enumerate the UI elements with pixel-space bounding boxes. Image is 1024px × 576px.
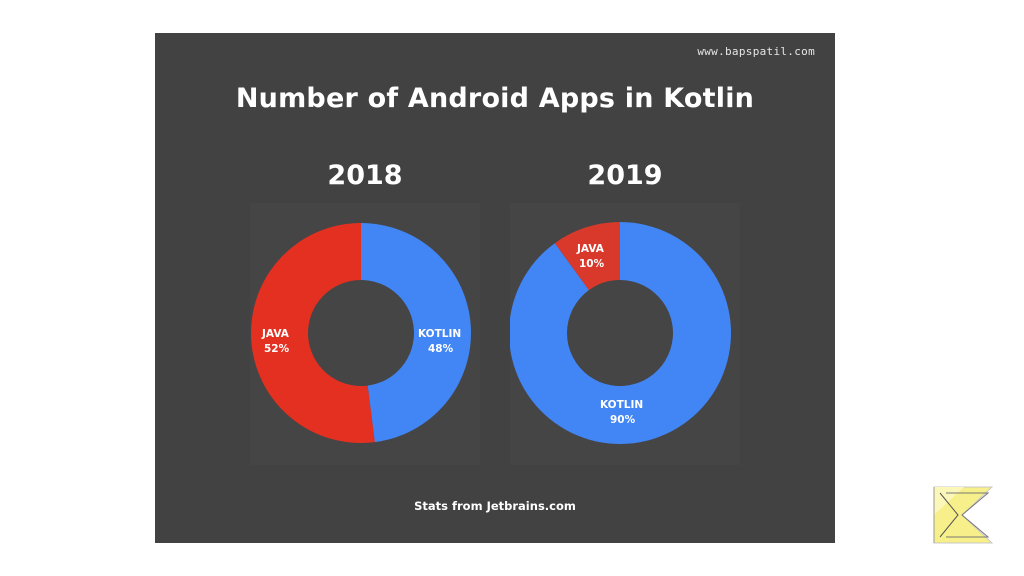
donut-chart-2019: JAVA 10% KOTLIN 90%: [510, 222, 731, 444]
slice-value-kotlin: 90%: [610, 414, 636, 426]
year-2018-label: 2018: [327, 160, 403, 191]
slice-label-kotlin: KOTLIN: [418, 328, 461, 340]
slice-label-java: JAVA: [261, 328, 290, 340]
slice-value-kotlin: 48%: [428, 343, 454, 355]
slice-label-kotlin: KOTLIN: [600, 399, 643, 411]
slice-value-java: 10%: [579, 258, 605, 270]
donut-slice-kotlin: [361, 223, 471, 443]
donut-chart-2018: JAVA 52% KOTLIN 48%: [251, 223, 471, 443]
kotlin-logo-icon: [933, 486, 994, 544]
watermark-text: www.bapspatil.com: [697, 45, 815, 58]
donut-slice-kotlin: [510, 222, 731, 444]
chart-panel: www.bapspatil.com Number of Android Apps…: [155, 33, 835, 543]
chart-title: Number of Android Apps in Kotlin: [235, 83, 755, 114]
year-2019-label: 2019: [587, 160, 663, 191]
slice-value-java: 52%: [264, 343, 290, 355]
donut-slice-java: [554, 222, 620, 291]
slice-label-java: JAVA: [576, 243, 605, 255]
donut-chart-2019-area: JAVA 10% KOTLIN 90%: [510, 203, 740, 465]
donut-slice-java: [251, 223, 375, 443]
source-footer: Stats from Jetbrains.com: [414, 499, 576, 513]
donut-chart-2018-area: JAVA 52% KOTLIN 48%: [250, 203, 480, 465]
